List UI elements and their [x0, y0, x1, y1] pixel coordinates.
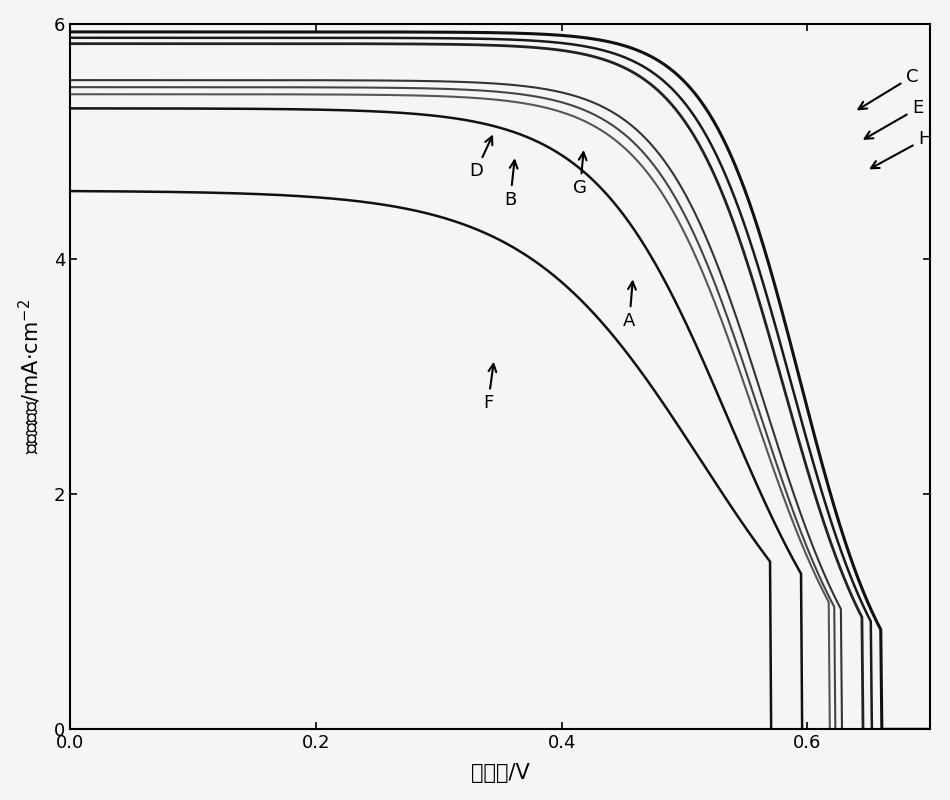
Text: D: D [469, 137, 492, 181]
Text: C: C [859, 67, 919, 110]
Text: A: A [623, 282, 636, 330]
X-axis label: 光电压/V: 光电压/V [471, 763, 530, 783]
Text: E: E [864, 99, 923, 138]
Text: F: F [483, 364, 496, 412]
Y-axis label: 光电流密度/mA·cm$^{-2}$: 光电流密度/mA·cm$^{-2}$ [17, 299, 43, 454]
Text: G: G [573, 152, 587, 197]
Text: H: H [871, 130, 932, 168]
Text: B: B [504, 161, 518, 209]
